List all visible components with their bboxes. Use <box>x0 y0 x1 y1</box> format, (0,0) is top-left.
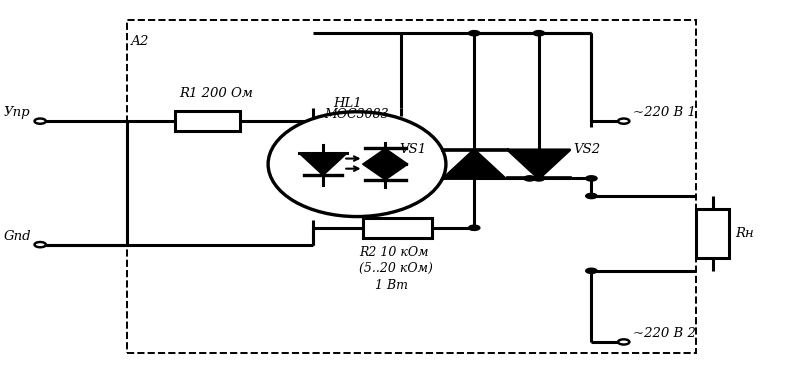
Polygon shape <box>363 149 408 164</box>
Circle shape <box>469 31 480 36</box>
Text: МОС3083: МОС3083 <box>324 108 389 121</box>
Text: Gnd: Gnd <box>4 230 32 243</box>
Polygon shape <box>508 150 569 178</box>
Text: R1 200 Ом: R1 200 Ом <box>179 87 253 100</box>
Circle shape <box>586 268 597 273</box>
Circle shape <box>618 118 629 124</box>
Circle shape <box>533 176 544 181</box>
Circle shape <box>35 242 46 247</box>
Text: (5..20 кОм): (5..20 кОм) <box>359 262 433 276</box>
Text: HL1: HL1 <box>333 97 362 110</box>
Text: 1 Вт: 1 Вт <box>375 279 408 292</box>
Polygon shape <box>363 164 408 180</box>
Bar <box>697 209 729 258</box>
Circle shape <box>618 339 629 345</box>
Text: VS2: VS2 <box>573 143 601 156</box>
Ellipse shape <box>268 112 446 216</box>
Bar <box>363 218 431 238</box>
Text: ~220 В 2: ~220 В 2 <box>633 327 697 340</box>
Text: VS1: VS1 <box>399 143 426 156</box>
Text: Упр: Упр <box>4 106 31 119</box>
Bar <box>175 112 240 131</box>
Circle shape <box>469 225 480 230</box>
Polygon shape <box>298 153 347 175</box>
Polygon shape <box>444 150 505 178</box>
Circle shape <box>35 118 46 124</box>
Text: А2: А2 <box>131 35 149 48</box>
Circle shape <box>586 176 597 181</box>
Circle shape <box>524 176 535 181</box>
Circle shape <box>586 193 597 199</box>
Text: Rн: Rн <box>736 227 754 240</box>
Circle shape <box>533 31 544 36</box>
Text: ~220 В 1: ~220 В 1 <box>633 106 697 119</box>
Text: R2 10 кОм: R2 10 кОм <box>359 245 428 259</box>
